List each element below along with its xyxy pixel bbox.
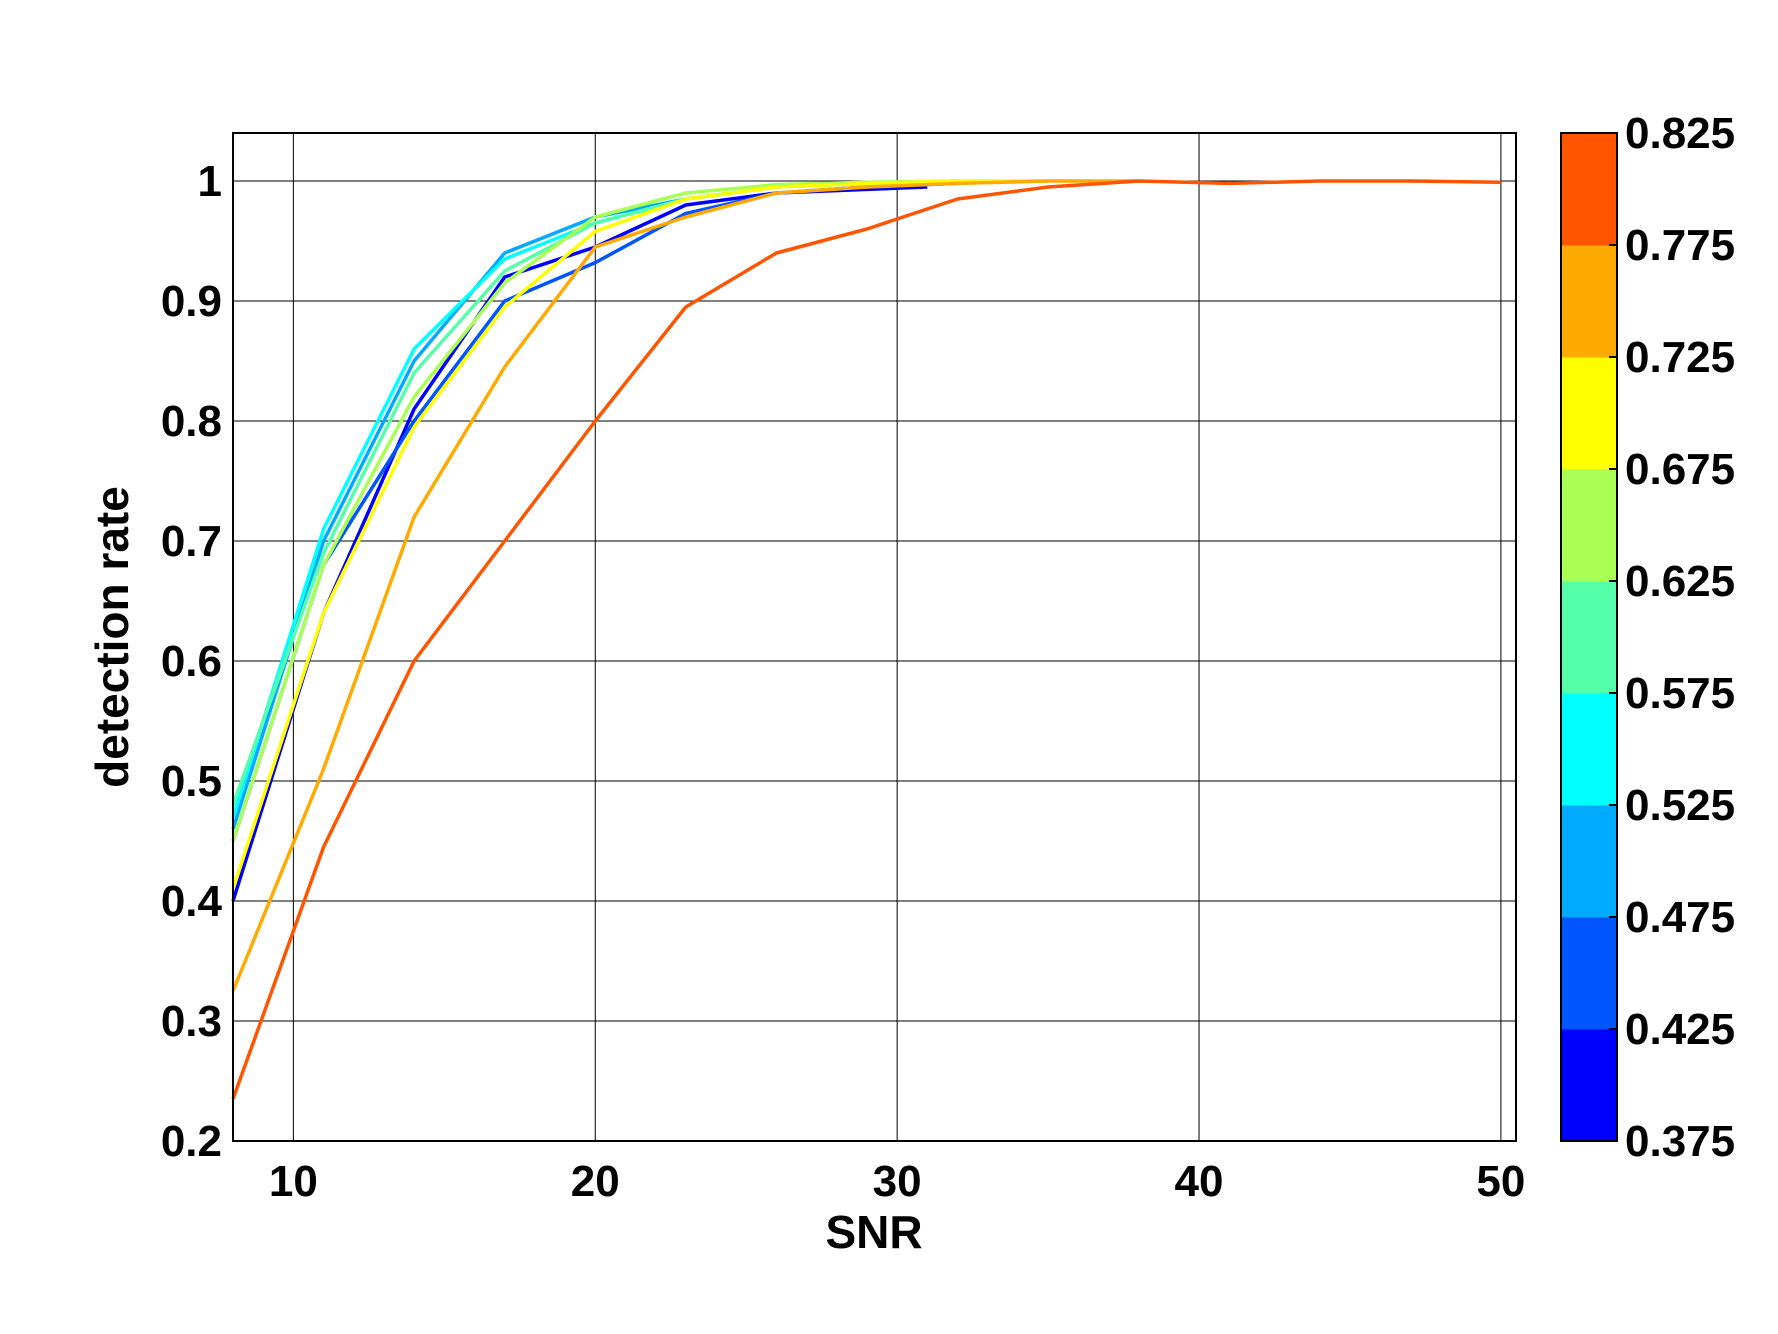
colorbar-segment — [1561, 133, 1617, 246]
x-tick-label: 30 — [873, 1157, 922, 1206]
y-tick-label: 0.6 — [161, 637, 222, 686]
series-line — [231, 179, 1501, 1100]
series-line — [231, 179, 1049, 890]
colorbar-segment — [1561, 469, 1617, 582]
colorbar-tick-label: 0.425 — [1625, 1005, 1735, 1054]
colorbar-tick-label: 0.375 — [1625, 1117, 1735, 1166]
y-tick-label: 0.5 — [161, 757, 222, 806]
colorbar-tick-label: 0.475 — [1625, 893, 1735, 942]
colorbar-segment — [1561, 693, 1617, 806]
x-tick-label: 50 — [1476, 1157, 1525, 1206]
colorbar-frame — [1560, 132, 1618, 1142]
colorbar-tick-label: 0.825 — [1625, 109, 1735, 158]
y-tick-label: 1 — [198, 157, 222, 206]
y-tick-label: 0.9 — [161, 277, 222, 326]
x-axis-ticks: 10 20 30 40 50 — [269, 1157, 1525, 1206]
colorbar-segment — [1561, 1029, 1617, 1142]
series-line — [231, 179, 1139, 992]
colorbar-tick-label: 0.725 — [1625, 333, 1735, 382]
colorbar-tick-label: 0.525 — [1625, 781, 1735, 830]
y-tick-label: 0.8 — [161, 397, 222, 446]
colorbar-segment — [1561, 357, 1617, 470]
y-axis-ticks: 0.2 0.3 0.4 0.5 0.6 0.7 0.8 0.9 1 — [161, 157, 223, 1166]
series-group — [231, 179, 1501, 1100]
plot-frame — [232, 132, 1517, 1142]
x-tick-label: 10 — [269, 1157, 318, 1206]
colorbar-tick-label: 0.775 — [1625, 221, 1735, 270]
x-tick-label: 20 — [571, 1157, 620, 1206]
y-tick-label: 0.7 — [161, 517, 222, 566]
y-tick-label: 0.3 — [161, 997, 222, 1046]
plot-area — [233, 133, 1516, 1141]
colorbar-segment — [1561, 581, 1617, 694]
colorbar-segment — [1561, 917, 1617, 1030]
colorbar-tick-label: 0.625 — [1625, 557, 1735, 606]
y-axis-label: detection rate — [86, 486, 138, 788]
colorbar-segment — [1561, 805, 1617, 918]
y-tick-label: 0.2 — [161, 1117, 222, 1166]
y-tick-label: 0.4 — [161, 877, 223, 926]
colorbar-segment — [1561, 245, 1617, 358]
colorbar-tick-label: 0.675 — [1625, 445, 1735, 494]
x-tick-label: 40 — [1175, 1157, 1224, 1206]
colorbar: 0.375 0.425 0.475 0.525 0.575 0.625 0.675 0.725… — [1560, 109, 1735, 1166]
x-axis-label: SNR — [825, 1206, 922, 1258]
colorbar-tick-label: 0.575 — [1625, 669, 1735, 718]
